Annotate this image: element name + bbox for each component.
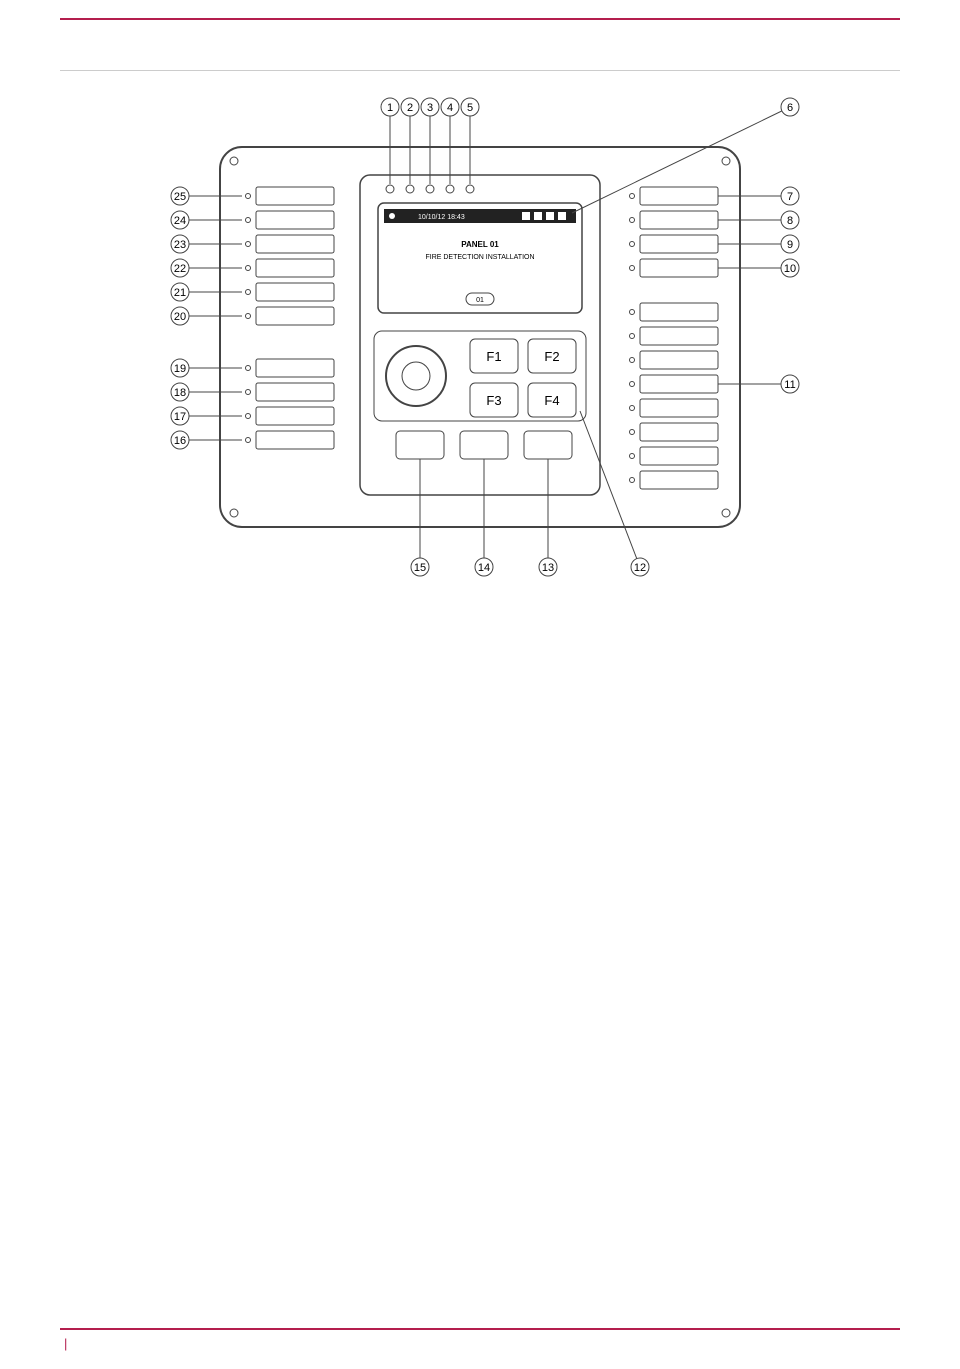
svg-text:1: 1 [387,102,393,114]
svg-text:24: 24 [174,215,186,227]
svg-text:21: 21 [174,287,186,299]
svg-text:19: 19 [174,363,186,375]
svg-text:14: 14 [478,562,490,574]
svg-text:16: 16 [174,435,186,447]
svg-text:22: 22 [174,263,186,275]
svg-text:13: 13 [542,562,554,574]
svg-text:6: 6 [787,102,793,114]
svg-text:18: 18 [174,387,186,399]
svg-text:F4: F4 [544,393,559,408]
svg-text:PANEL 01: PANEL 01 [461,240,499,249]
svg-text:10: 10 [784,263,796,275]
footer-separator: | [60,1336,71,1351]
svg-text:23: 23 [174,239,186,251]
svg-text:4: 4 [447,102,453,114]
svg-text:11: 11 [784,379,795,391]
svg-text:F2: F2 [544,349,559,364]
svg-text:9: 9 [787,239,793,251]
svg-text:17: 17 [174,411,186,423]
page-footer: | [60,1328,900,1351]
figure-underline [60,70,900,71]
svg-text:7: 7 [787,191,793,203]
svg-text:FIRE DETECTION INSTALLATION: FIRE DETECTION INSTALLATION [425,254,534,261]
svg-text:8: 8 [787,215,793,227]
svg-text:25: 25 [174,191,186,203]
svg-text:2: 2 [407,102,413,114]
footer-left: | [60,1336,71,1351]
svg-text:3: 3 [427,102,433,114]
svg-text:F3: F3 [486,393,501,408]
svg-text:15: 15 [414,562,426,574]
svg-text:01: 01 [476,297,484,304]
svg-text:12: 12 [634,562,646,574]
panel-diagram: 10/10/12 18:43 PANEL 01 FIRE DETECTION INS… [120,87,840,587]
page-header [60,0,900,20]
svg-text:5: 5 [467,102,473,114]
svg-text:20: 20 [174,311,186,323]
svg-text:F1: F1 [486,349,501,364]
svg-text:10/10/12 18:43: 10/10/12 18:43 [418,214,465,221]
panel-diagram-wrap: 10/10/12 18:43 PANEL 01 FIRE DETECTION INS… [60,87,900,587]
